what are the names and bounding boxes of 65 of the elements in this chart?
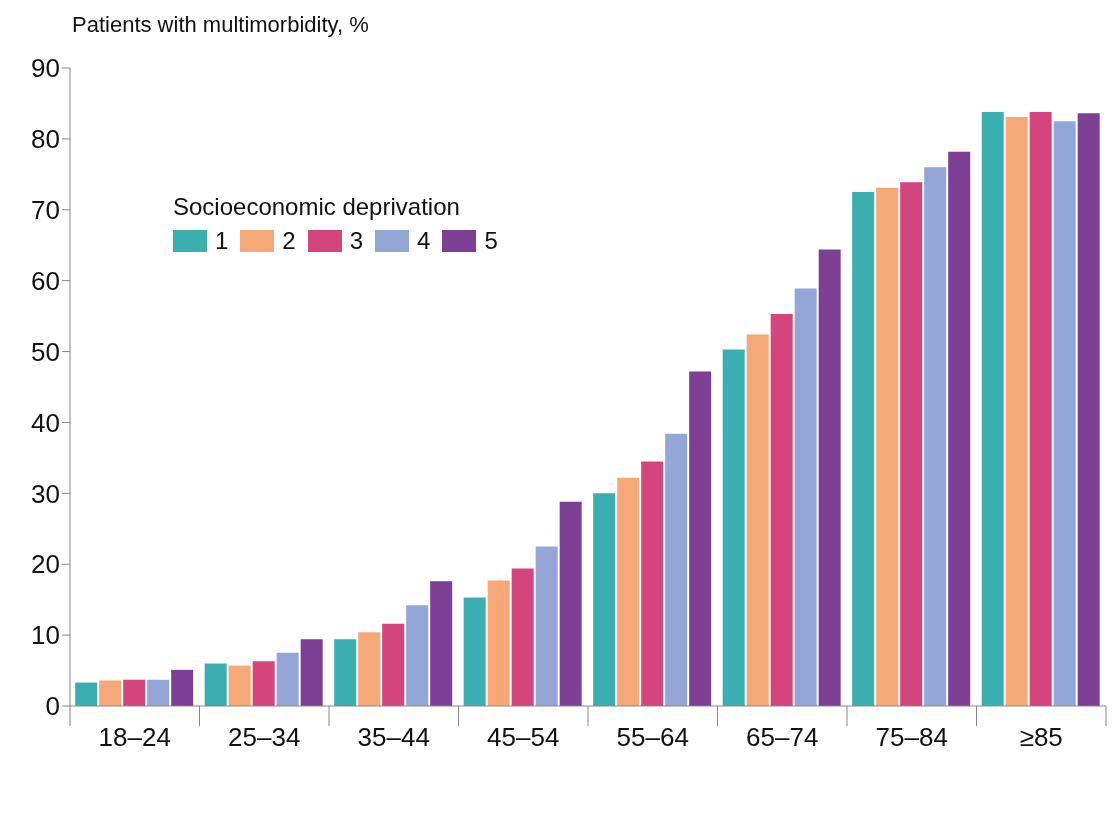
legend-label: 4 xyxy=(417,227,431,255)
bar xyxy=(75,682,98,706)
bar xyxy=(948,151,971,706)
x-tick-label: 45–54 xyxy=(487,722,560,752)
y-tick-label: 0 xyxy=(45,691,60,722)
x-tick-label: ≥85 xyxy=(1019,722,1063,752)
bar xyxy=(204,663,227,706)
legend-label: 3 xyxy=(349,227,364,255)
bar xyxy=(535,546,558,706)
bar xyxy=(252,661,275,706)
bar xyxy=(770,313,793,706)
y-tick-label: 70 xyxy=(31,195,60,226)
x-tick-label: 65–74 xyxy=(746,722,819,752)
bar xyxy=(511,568,534,706)
bar xyxy=(617,477,640,706)
bar xyxy=(430,581,453,706)
legend-title: Socioeconomic deprivation xyxy=(173,193,461,221)
bar xyxy=(900,182,923,706)
bar xyxy=(358,632,381,706)
bar xyxy=(924,167,947,706)
bar xyxy=(406,605,429,706)
bar xyxy=(276,652,299,706)
bar xyxy=(382,623,405,706)
x-tick-label: 25–34 xyxy=(228,722,301,752)
bar xyxy=(1005,116,1028,706)
bar xyxy=(722,349,745,706)
y-tick-label: 90 xyxy=(31,53,60,84)
bar xyxy=(689,371,712,706)
bar xyxy=(1029,111,1052,706)
x-tick-label: 18–24 xyxy=(98,722,171,752)
y-tick-label: 60 xyxy=(31,265,60,296)
bar xyxy=(665,433,688,706)
bar xyxy=(641,461,664,706)
y-axis-title: Patients with multimorbidity, % xyxy=(72,12,369,38)
bar xyxy=(334,639,357,706)
legend-label: 1 xyxy=(215,227,229,255)
legend-label: 5 xyxy=(484,227,498,255)
bar xyxy=(559,501,582,706)
legend-label: 2 xyxy=(282,227,296,255)
bar xyxy=(818,249,841,706)
bar xyxy=(1053,121,1076,706)
bar xyxy=(593,493,616,706)
y-tick-label: 30 xyxy=(31,478,60,509)
bar xyxy=(99,680,122,706)
x-tick-label: 35–44 xyxy=(357,722,430,752)
bar xyxy=(746,334,769,706)
bar xyxy=(147,679,170,706)
bar xyxy=(876,187,899,706)
bar xyxy=(123,679,146,706)
y-tick-label: 50 xyxy=(31,336,60,367)
y-tick-label: 40 xyxy=(31,407,60,438)
x-tick-label: 75–84 xyxy=(875,722,948,752)
y-tick-label: 80 xyxy=(31,124,60,155)
bar xyxy=(794,288,817,706)
bar xyxy=(228,665,251,706)
y-tick-label: 20 xyxy=(31,549,60,580)
bar xyxy=(463,597,486,706)
bar xyxy=(171,669,194,706)
bar xyxy=(487,580,510,706)
y-tick-label: 10 xyxy=(31,620,60,651)
bar xyxy=(981,111,1004,706)
bar xyxy=(1077,113,1100,706)
bar xyxy=(300,639,323,706)
bar xyxy=(852,192,875,706)
x-tick-label: 55–64 xyxy=(616,722,689,752)
